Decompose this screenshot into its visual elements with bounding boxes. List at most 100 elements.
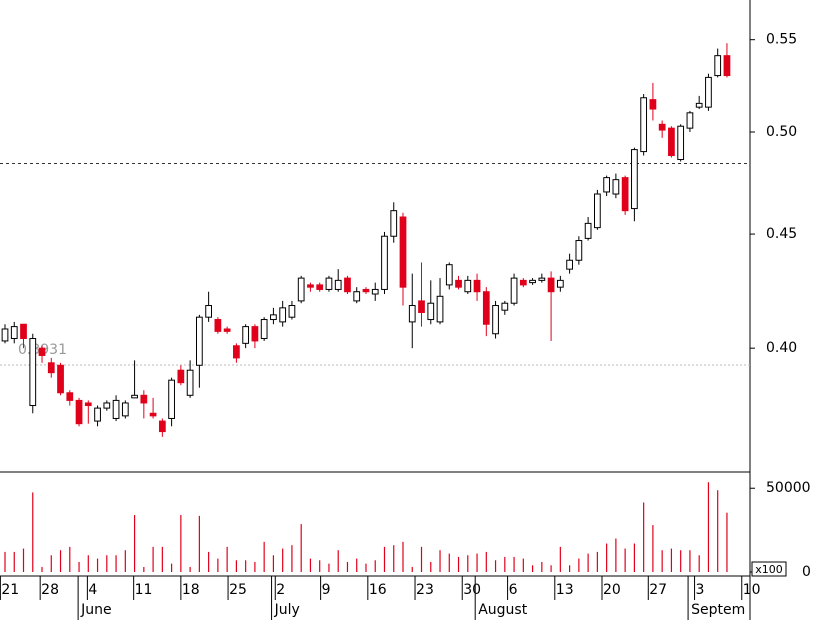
x-tick-label: 23 — [416, 582, 434, 598]
candle-body — [594, 193, 601, 229]
candle-body — [251, 326, 259, 342]
candle-body — [556, 279, 564, 288]
candle-body — [649, 99, 657, 110]
candle-body — [20, 323, 27, 340]
candle-body — [714, 55, 722, 77]
candle-body — [519, 279, 527, 286]
candle-body — [408, 305, 416, 323]
candle-body — [436, 295, 444, 323]
candle-body — [288, 305, 296, 318]
candle-body — [686, 112, 694, 129]
candle-body — [631, 149, 638, 210]
y-tick-label: 0.45 — [766, 226, 797, 242]
volume-tick-label: 0 — [802, 564, 811, 580]
x-tick-label: 21 — [1, 582, 19, 598]
candle-body — [307, 284, 314, 288]
candle-body — [325, 277, 333, 290]
candle-body — [723, 55, 731, 77]
candle-body — [29, 338, 37, 407]
candle-body — [1, 328, 9, 342]
candle-body — [260, 319, 268, 340]
candle-body — [316, 284, 324, 290]
candle-body — [177, 369, 185, 384]
candle-body — [94, 407, 101, 422]
candle-body — [464, 279, 472, 293]
candle-body — [112, 399, 120, 419]
candle-body — [158, 420, 166, 433]
candle-body — [381, 235, 388, 290]
candle-body — [38, 347, 46, 356]
candle-body — [473, 279, 481, 293]
candle-body — [131, 394, 138, 399]
candle-body — [279, 307, 287, 323]
candle-body — [612, 179, 620, 195]
candle-body — [270, 314, 277, 321]
x-tick-label: 13 — [556, 582, 574, 598]
candle-body — [492, 305, 499, 335]
candle-body — [455, 279, 462, 288]
candle-body — [57, 364, 64, 394]
volume-tick-label: 50000 — [766, 480, 811, 496]
x-tick-label: 27 — [649, 582, 667, 598]
candle-body — [575, 240, 583, 261]
x-tick-label: 3 — [696, 582, 705, 598]
candle-body — [103, 402, 111, 409]
candle-body — [603, 177, 610, 193]
x-tick-label: 2 — [276, 582, 285, 598]
candle-body — [427, 302, 435, 321]
x-tick-label: 20 — [603, 582, 621, 598]
candle-body — [547, 277, 555, 293]
candle-body — [640, 97, 648, 153]
x-tick-label: 11 — [135, 582, 153, 598]
x-tick-label: 4 — [88, 582, 97, 598]
candle-body — [140, 394, 148, 404]
candle-body — [501, 302, 509, 311]
candle-body — [297, 277, 305, 302]
candle-body — [121, 402, 129, 417]
month-label: June — [80, 602, 112, 618]
candle-body — [538, 277, 546, 281]
candle-body — [584, 222, 592, 239]
candle-body — [47, 362, 55, 374]
x-tick-label: 18 — [182, 582, 200, 598]
candle-body — [149, 412, 157, 417]
candle-body — [658, 123, 666, 131]
x-tick-label: 25 — [229, 582, 247, 598]
candle-body — [529, 279, 536, 284]
candle-body — [482, 291, 490, 325]
candle-body — [214, 319, 222, 332]
candle-body — [242, 326, 250, 344]
candle-body — [334, 279, 342, 290]
candle-body — [510, 277, 518, 304]
volume-unit: x100 — [755, 563, 783, 576]
y-tick-label: 0.55 — [766, 32, 797, 48]
candle-body — [362, 288, 370, 293]
x-tick-label: 28 — [41, 582, 59, 598]
candle-body — [75, 399, 83, 425]
candle-body — [223, 328, 231, 332]
month-label: August — [478, 602, 528, 618]
x-tick-label: 10 — [743, 582, 761, 598]
candle-body — [677, 125, 685, 161]
candle-body — [371, 288, 379, 295]
x-tick-label: 9 — [322, 582, 331, 598]
x-tick-label: 30 — [463, 582, 481, 598]
candle-body — [695, 102, 703, 108]
candle-body — [168, 379, 175, 419]
candle-body — [233, 345, 240, 359]
unit-box — [751, 561, 787, 577]
candle-body — [566, 259, 573, 270]
candle-body — [196, 316, 203, 366]
candle-body — [66, 392, 74, 401]
x-tick-label: 6 — [509, 582, 518, 598]
candle-body — [353, 291, 361, 302]
candle-body — [84, 402, 92, 407]
y-tick-label: 0.50 — [766, 124, 797, 140]
candle-body — [705, 76, 712, 108]
month-label: Septem — [691, 602, 745, 618]
candle-body — [621, 177, 629, 212]
x-tick-label: 16 — [369, 582, 387, 598]
candle-body — [205, 305, 212, 318]
candle-body — [445, 264, 453, 286]
